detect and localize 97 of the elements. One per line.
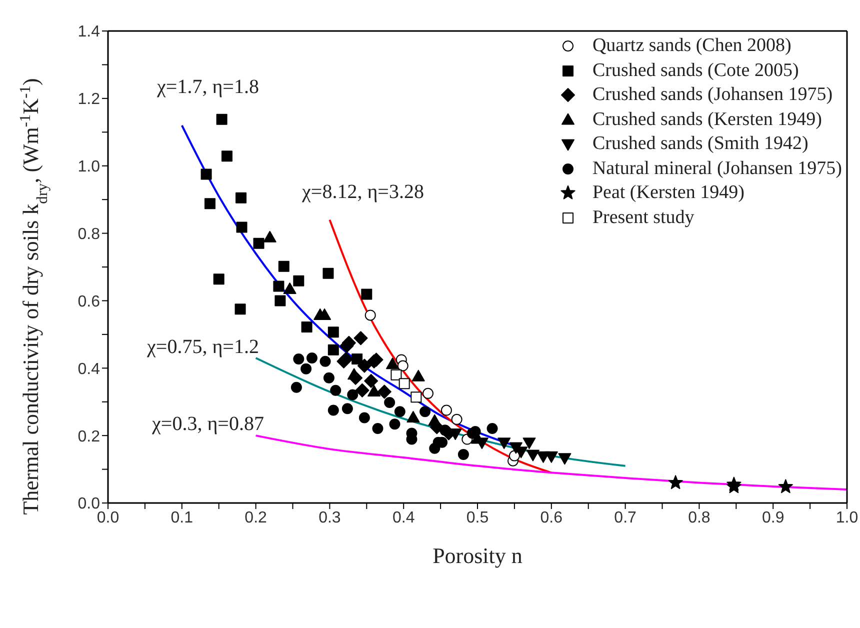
point [522,438,536,450]
x-tick-label: 0.8 [688,509,710,526]
point [439,424,450,436]
point [422,388,434,399]
legend-label: Crushed sands (Cote 2005) [592,58,799,82]
point [300,363,312,374]
y-tick-label: 0.2 [78,428,100,446]
point [397,360,408,372]
point [347,389,358,400]
point [390,369,402,380]
y-tick-label: 0.4 [78,360,100,378]
point [293,275,304,286]
point [364,374,378,388]
point [358,412,370,424]
point [377,384,392,399]
point [330,384,342,396]
line-series [328,218,552,474]
point [322,268,334,279]
point [384,397,396,408]
point [668,475,683,490]
point [420,406,431,418]
point [526,450,540,462]
point [253,238,264,249]
y-tick-label: 0.6 [78,293,100,310]
x-tick-label: 0.2 [244,509,268,526]
point [364,310,376,321]
point [389,418,400,430]
legend-label: Quartz sands (Chen 2008) [592,34,792,58]
legend-label: Peat (Kersten 1949) [592,181,744,205]
y-tick-label: 1.2 [78,91,100,108]
point [323,372,334,384]
point [410,392,422,403]
point [368,384,381,396]
legend-label: Present study [592,206,694,230]
point [200,168,212,180]
point [372,422,384,434]
x-tick-label: 0.5 [466,509,489,526]
point [428,414,442,426]
point [213,274,224,285]
x-tick-label: 0.7 [614,509,637,526]
point [544,451,558,463]
point [234,304,246,315]
line-series [254,434,847,491]
annotation: χ=8.12, η=3.28 [301,181,424,203]
point [458,448,469,460]
x-tick-label: 1.0 [836,509,858,526]
point [278,260,290,272]
point [236,222,248,233]
point [328,344,339,356]
y-tick-label: 1.0 [78,158,100,176]
point [386,358,400,370]
point [406,410,420,422]
point [306,352,318,364]
point [451,414,462,425]
annotation: χ=0.3, η=0.87 [151,413,264,435]
point [357,358,372,373]
point [236,192,247,204]
point [263,230,276,242]
point [354,331,368,346]
point [221,150,232,162]
legend-label: Crushed sands (Kersten 1949) [592,108,822,132]
point [204,198,216,210]
point [412,370,425,382]
point [273,280,284,292]
y-tick-label: 0.8 [78,226,100,243]
x-tick-label: 0.9 [762,509,784,526]
annotation: χ=0.75, η=1.2 [146,336,259,358]
point [394,406,406,418]
point [342,403,353,414]
point [216,114,228,125]
x-tick-label: 0.6 [540,509,563,526]
legend-label: Crushed sands (Johansen 1975) [592,83,833,107]
point [274,295,286,306]
point [320,356,331,367]
x-tick-label: 0.1 [170,509,194,526]
x-axis-title: Porosity n [432,543,522,568]
annotation: χ=1.7, η=1.8 [156,76,259,98]
point [486,422,498,434]
point [558,453,572,465]
y-tick-label: 1.4 [78,24,100,41]
point [293,354,304,365]
point [778,479,793,494]
point [328,326,339,338]
point [355,383,370,398]
legend-label: Crushed sands (Smith 1942) [592,132,808,156]
point [440,404,452,416]
point [498,438,511,450]
point [283,282,296,294]
point [361,288,372,300]
point [328,404,339,416]
x-tick-label: 0.4 [392,509,415,526]
point [290,382,302,393]
point [398,378,410,390]
legend-label: Natural mineral (Johansen 1975) [592,156,842,180]
point [301,322,312,333]
x-tick-label: 0.3 [318,509,341,526]
point [352,354,363,365]
